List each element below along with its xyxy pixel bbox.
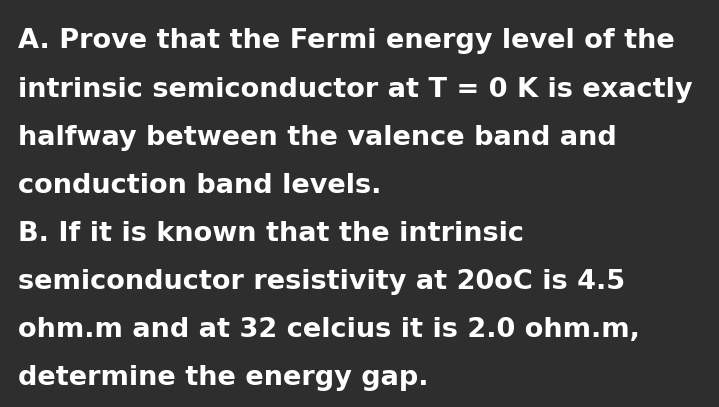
Text: ohm.m and at 32 celcius it is 2.0 ohm.m,: ohm.m and at 32 celcius it is 2.0 ohm.m, xyxy=(18,317,640,343)
Text: A. Prove that the Fermi energy level of the: A. Prove that the Fermi energy level of … xyxy=(18,28,674,55)
Text: halfway between the valence band and: halfway between the valence band and xyxy=(18,125,617,151)
Text: determine the energy gap.: determine the energy gap. xyxy=(18,365,429,391)
Text: conduction band levels.: conduction band levels. xyxy=(18,173,381,199)
Text: B. If it is known that the intrinsic: B. If it is known that the intrinsic xyxy=(18,221,524,247)
Text: intrinsic semiconductor at T = 0 K is exactly: intrinsic semiconductor at T = 0 K is ex… xyxy=(18,77,692,103)
Text: semiconductor resistivity at 20oC is 4.5: semiconductor resistivity at 20oC is 4.5 xyxy=(18,269,625,295)
